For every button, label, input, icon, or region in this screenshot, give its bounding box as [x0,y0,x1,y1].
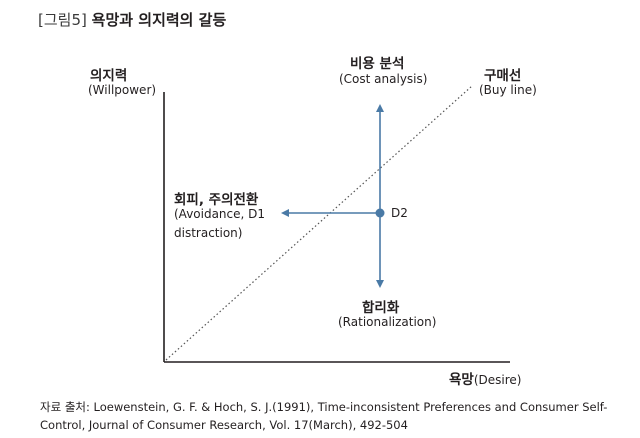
source-line-1: 자료 출처: Loewenstein, G. F. & Hoch, S. J.(… [40,400,608,414]
rationalization-label-en: (Rationalization) [338,315,437,329]
cost-analysis-label-ko: 비용 분석 [350,56,405,72]
buy-line [165,85,473,361]
d2-label: D2 [391,206,408,220]
buy-line-label-en: (Buy line) [479,83,537,97]
y-axis-label-ko: 의지력 [90,68,128,84]
figure-title: [그림5] 욕망과 의지력의 갈등 [38,9,226,30]
figure-number: [그림5] [38,11,87,29]
avoidance-label-en-1: (Avoidance, D1 [174,207,266,221]
figure-heading: 욕망과 의지력의 갈등 [91,11,227,29]
avoidance-label-ko: 회피, 주의전환 [174,192,259,208]
d2-point [375,208,385,218]
avoidance-label-en-2: distraction) [174,226,243,240]
buy-line-label-ko: 구매선 [484,68,522,84]
x-axis-label-en: (Desire) [473,373,522,387]
source-citation: 자료 출처: Loewenstein, G. F. & Hoch, S. J.(… [40,398,625,434]
y-axis-label-en: (Willpower) [88,83,157,97]
source-line-2: Control, Journal of Consumer Research, V… [40,418,408,432]
x-axis-label: 욕망(Desire) [449,368,521,388]
rationalization-label-ko: 합리화 [362,300,400,316]
cost-analysis-label-en: (Cost analysis) [339,72,428,86]
x-axis-label-ko: 욕망 [449,372,474,388]
